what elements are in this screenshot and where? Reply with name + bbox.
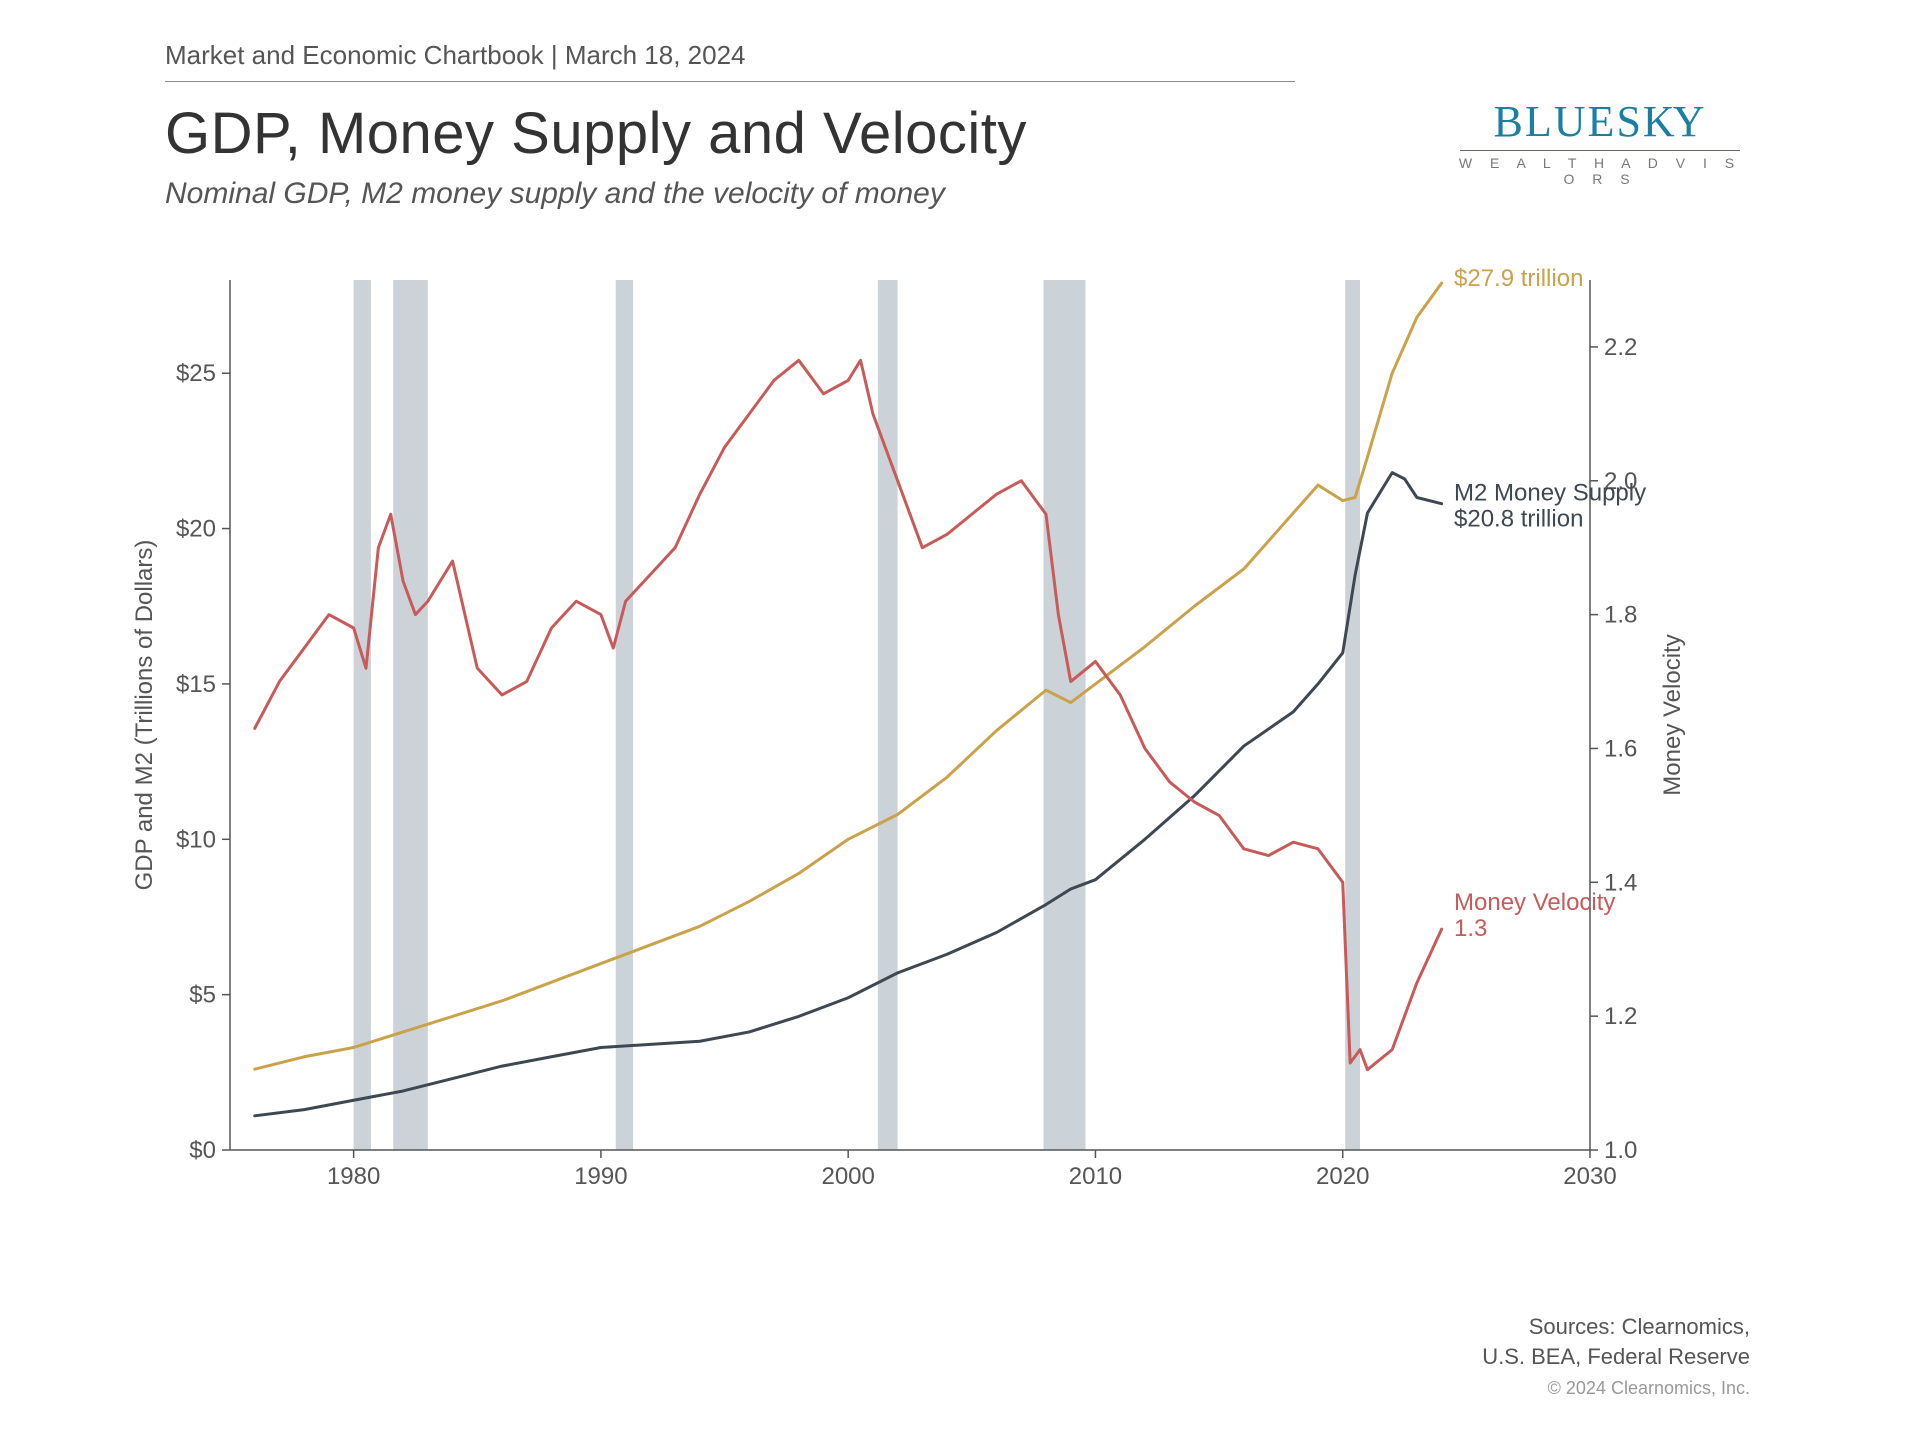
y-left-title: GDP and M2 (Trillions of Dollars): [131, 540, 158, 891]
chart-svg: $0$5$10$15$20$251.01.21.41.61.82.02.2198…: [120, 260, 1800, 1270]
copyright: © 2024 Clearnomics, Inc.: [1482, 1376, 1750, 1400]
chart-area: $0$5$10$15$20$251.01.21.41.61.82.02.2198…: [120, 260, 1800, 1270]
logo-subtext: W E A L T H A D V I S O R S: [1450, 155, 1750, 187]
recession-band: [354, 280, 371, 1150]
sources-line-2: U.S. BEA, Federal Reserve: [1482, 1342, 1750, 1372]
page: Market and Economic Chartbook | March 18…: [0, 0, 1920, 1440]
recession-band: [1044, 280, 1086, 1150]
x-tick-label: 2000: [821, 1163, 874, 1190]
x-tick-label: 1990: [574, 1163, 627, 1190]
y-left-tick-label: $5: [189, 982, 216, 1009]
x-tick-label: 2010: [1069, 1163, 1122, 1190]
series-m2-money-supply: [255, 473, 1442, 1116]
y-left-tick-label: $10: [176, 826, 216, 853]
logo-text: BLUESKY: [1450, 100, 1750, 144]
y-right-tick-label: 1.8: [1604, 602, 1637, 629]
series-label: Money Velocity: [1454, 889, 1615, 916]
recession-band: [878, 280, 898, 1150]
brand-logo: BLUESKY W E A L T H A D V I S O R S: [1450, 100, 1750, 187]
y-right-tick-label: 1.2: [1604, 1003, 1637, 1030]
series-money-velocity: [255, 360, 1442, 1069]
recession-band: [393, 280, 428, 1150]
chart-subtitle: Nominal GDP, M2 money supply and the vel…: [165, 177, 1295, 211]
y-left-tick-label: $20: [176, 516, 216, 543]
y-right-tick-label: 1.0: [1604, 1137, 1637, 1164]
series-label: $20.8 trillion: [1454, 506, 1583, 533]
breadcrumb: Market and Economic Chartbook | March 18…: [165, 40, 1295, 82]
y-right-tick-label: 1.6: [1604, 735, 1637, 762]
x-tick-label: 2020: [1316, 1163, 1369, 1190]
series-label: 1.3: [1454, 915, 1487, 942]
footer: Sources: Clearnomics, U.S. BEA, Federal …: [1482, 1312, 1750, 1400]
x-tick-label: 2030: [1563, 1163, 1616, 1190]
header-block: Market and Economic Chartbook | March 18…: [165, 40, 1295, 211]
logo-divider: [1460, 150, 1740, 151]
series-nominal-gdp: [255, 283, 1442, 1069]
y-left-tick-label: $25: [176, 360, 216, 387]
chart-title: GDP, Money Supply and Velocity: [165, 100, 1295, 167]
sources-line-1: Sources: Clearnomics,: [1482, 1312, 1750, 1342]
x-tick-label: 1980: [327, 1163, 380, 1190]
recession-band: [616, 280, 633, 1150]
series-label: M2 Money Supply: [1454, 480, 1646, 507]
y-left-tick-label: $15: [176, 671, 216, 698]
y-left-tick-label: $0: [189, 1137, 216, 1164]
y-right-tick-label: 2.2: [1604, 334, 1637, 361]
y-right-title: Money Velocity: [1659, 634, 1686, 795]
series-label: $27.9 trillion: [1454, 265, 1583, 292]
